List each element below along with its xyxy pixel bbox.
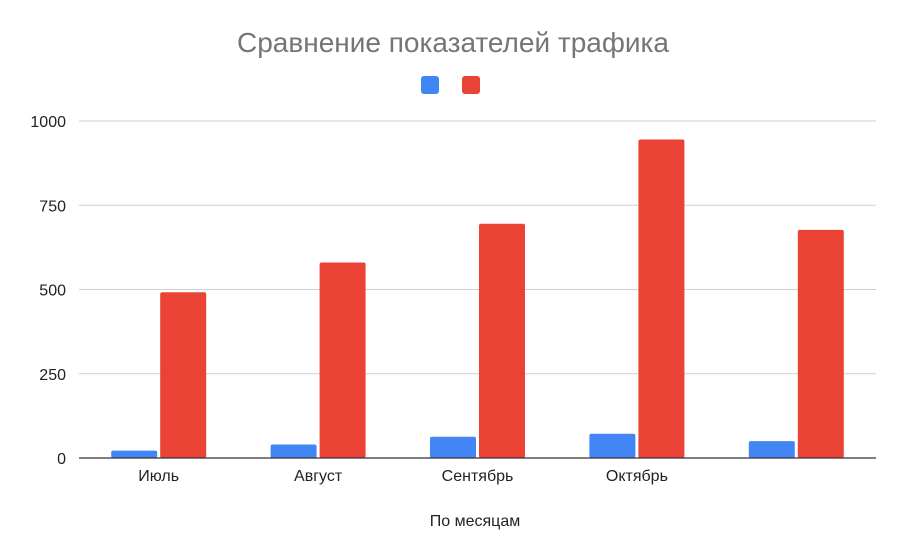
x-axis-label: По месяцам: [430, 513, 520, 530]
x-tick-label: Июль: [138, 468, 179, 485]
y-gridlines: [79, 120, 876, 375]
legend: [421, 76, 480, 94]
legend-swatch-1: [421, 76, 439, 94]
y-tick-label: 250: [39, 367, 66, 384]
bar-series-2-2: [479, 223, 525, 458]
legend-swatch-2: [462, 76, 480, 94]
bar-series-2-4: [797, 229, 844, 458]
bar-series-1-3: [589, 433, 636, 458]
bars: [111, 139, 844, 458]
bar-series-1-4: [748, 441, 795, 458]
x-axis-ticks: Июль Август Сентябрь Октябрь: [138, 468, 668, 485]
chart-title: Сравнение показателей трафика: [237, 27, 669, 58]
bar-series-1-2: [430, 436, 476, 458]
bar-series-1-1: [270, 444, 317, 458]
y-axis-ticks: 0 250 500 750 1000: [30, 114, 66, 468]
x-tick-label: Август: [294, 468, 343, 485]
y-tick-label: 500: [39, 283, 66, 300]
bar-series-2-1: [319, 262, 366, 458]
y-tick-label: 750: [39, 198, 66, 215]
x-tick-label: Сентябрь: [442, 468, 514, 485]
bar-series-1-0: [111, 450, 158, 458]
y-tick-label: 1000: [30, 114, 66, 131]
y-tick-label: 0: [57, 451, 66, 468]
bar-series-2-0: [160, 292, 207, 458]
bar-series-2-3: [638, 139, 685, 458]
x-tick-label: Октябрь: [606, 468, 668, 485]
